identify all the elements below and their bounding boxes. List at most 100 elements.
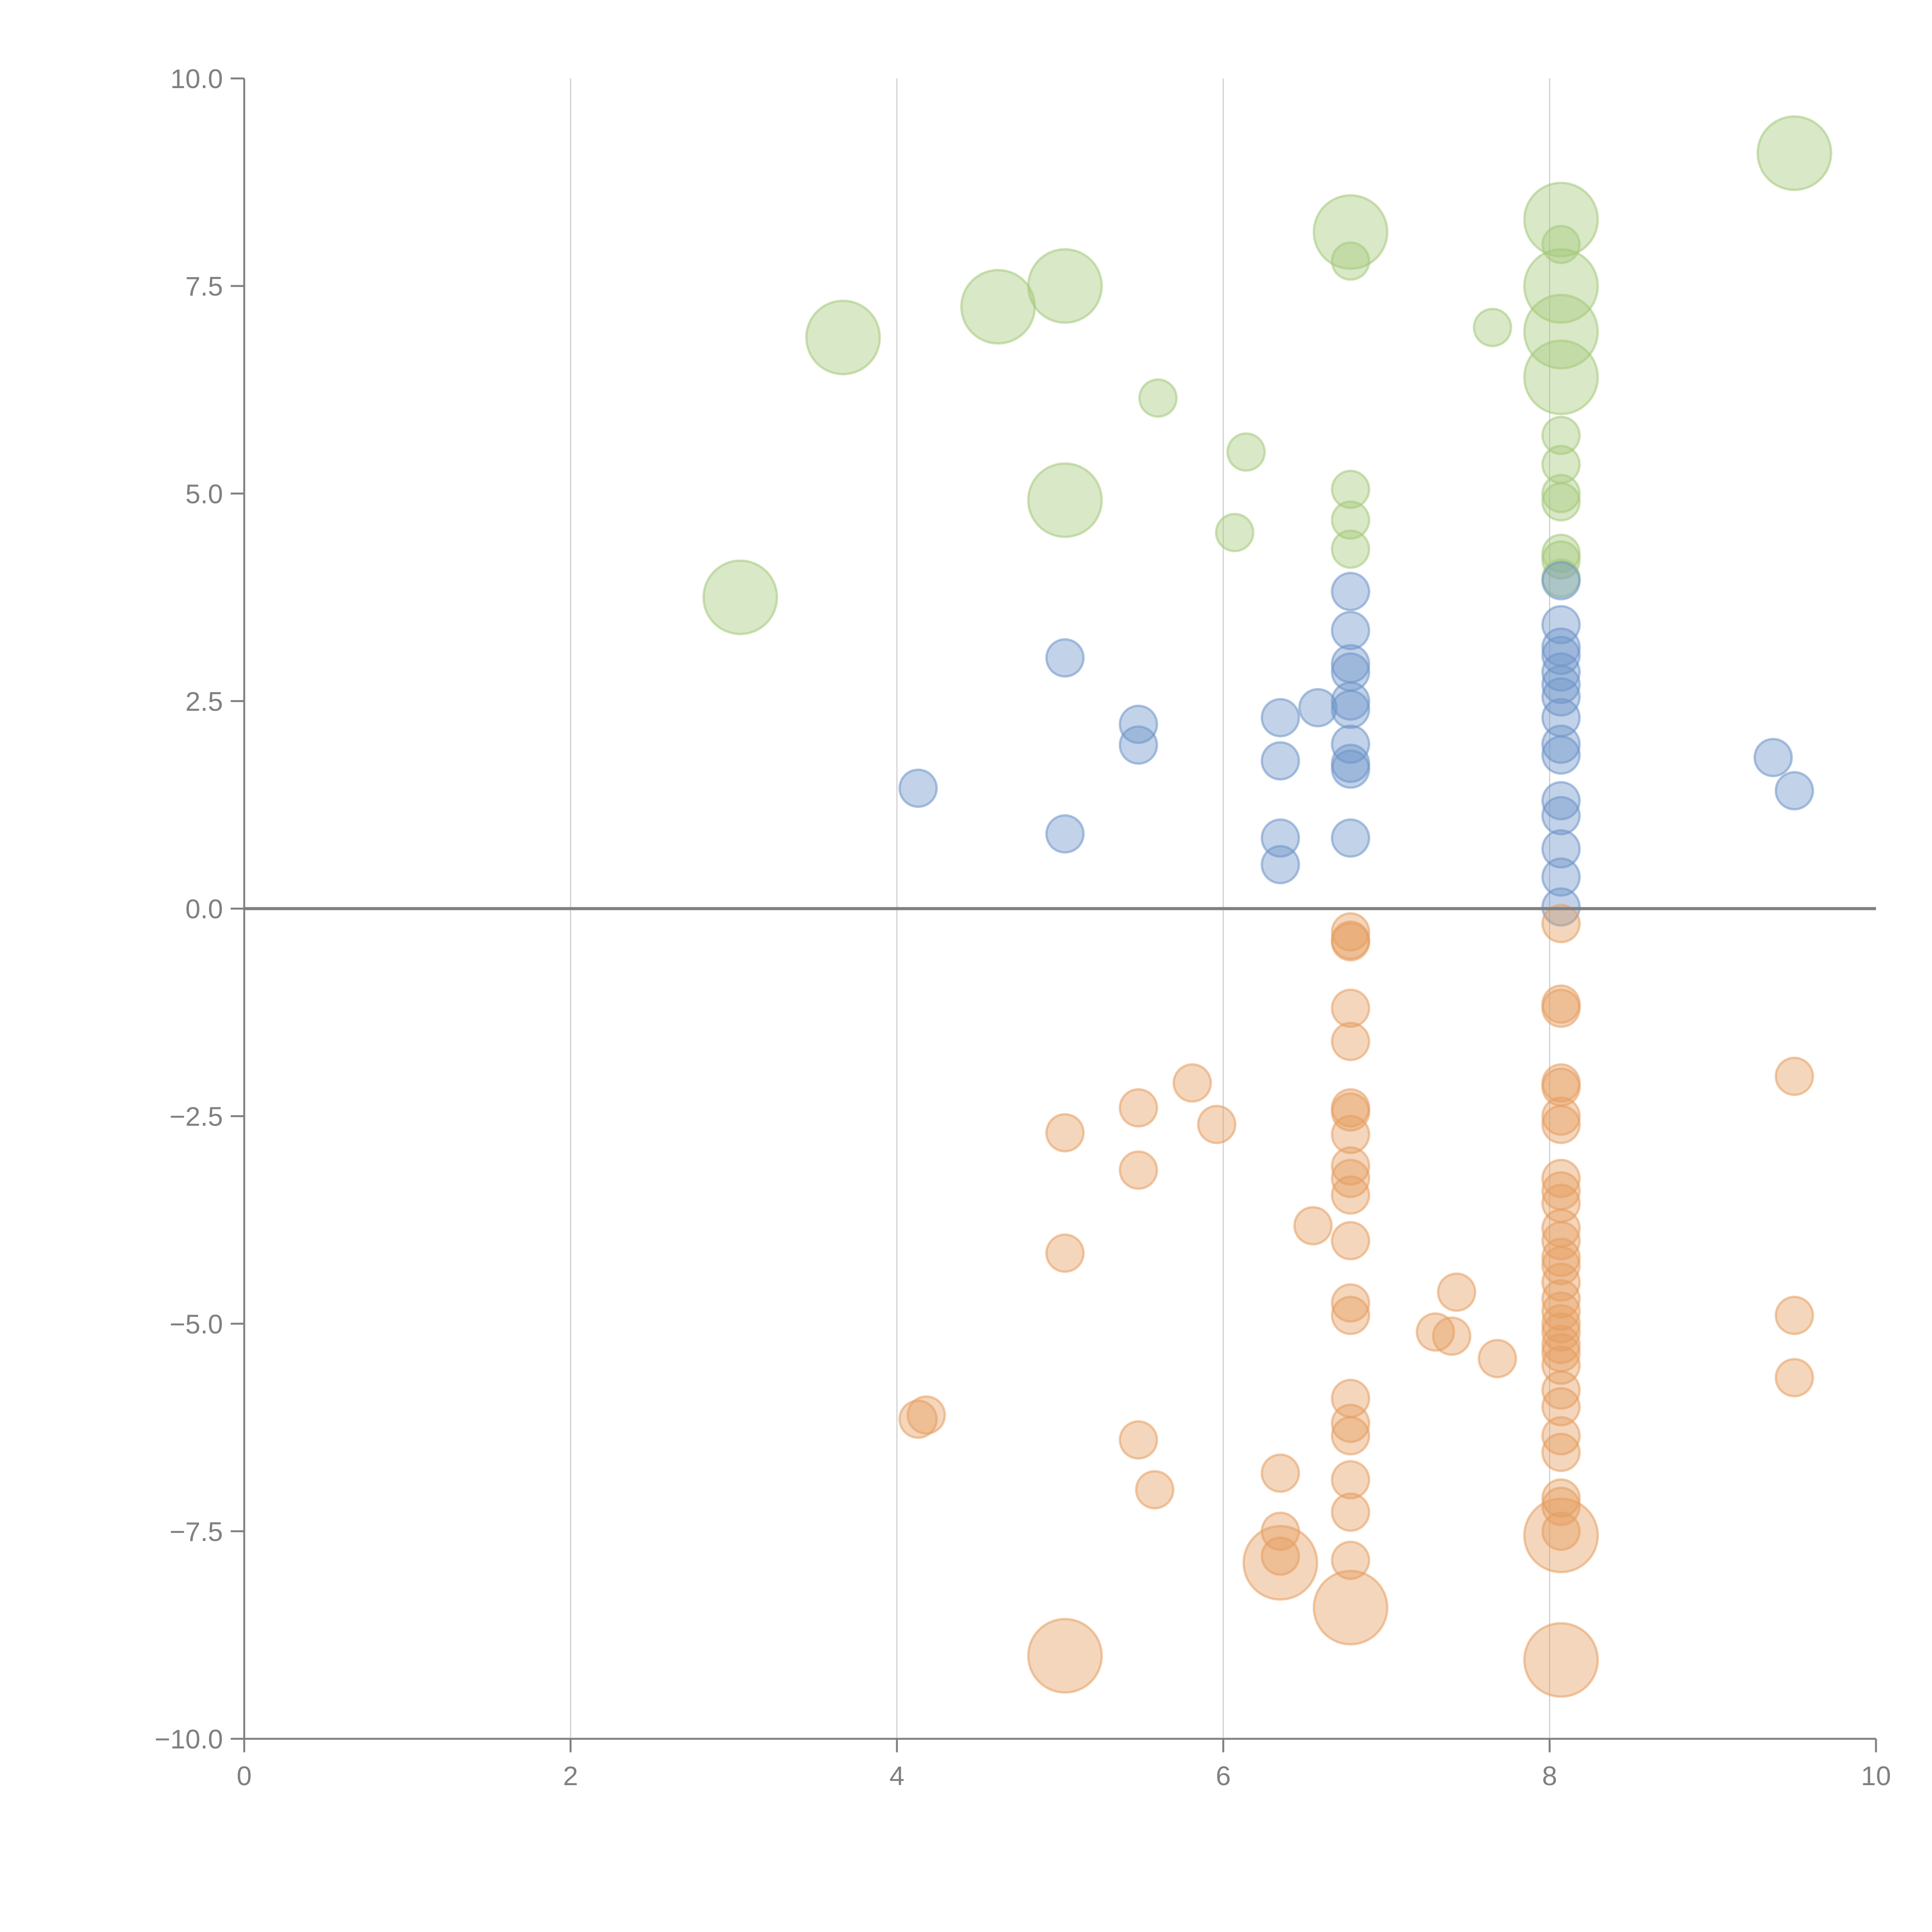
bubble-blue (1541, 724, 1581, 764)
bubble-orange (1541, 1096, 1581, 1136)
bubble-orange (1331, 1221, 1371, 1260)
bubble-orange (1331, 1092, 1371, 1132)
bubble-green (1523, 248, 1599, 324)
bubble-green (1331, 529, 1371, 569)
bubble-orange (1541, 1291, 1581, 1331)
bubble-orange (1027, 1618, 1103, 1694)
bubble-orange (1478, 1338, 1517, 1378)
bubble-blue (1331, 818, 1371, 858)
bubble-orange (906, 1395, 946, 1435)
bubble-orange (1541, 904, 1581, 944)
bubble-orange (1331, 1022, 1371, 1061)
bubble-blue (1541, 781, 1581, 821)
bubble-blue (1541, 561, 1581, 600)
x-tick-label: 2 (563, 1761, 578, 1791)
bubble-blue (1541, 887, 1581, 927)
bubble-orange (1523, 1497, 1599, 1573)
bubble-orange (1523, 1622, 1599, 1698)
y-tick-label: 10.0 (170, 64, 223, 94)
bubble-orange (1331, 1460, 1371, 1500)
bubble-green (1541, 474, 1581, 514)
bubble-orange (1331, 1114, 1371, 1154)
bubble-green (805, 299, 881, 376)
bubble-green (1331, 241, 1371, 281)
bubble-blue (1045, 638, 1085, 678)
bubble-orange (1774, 1056, 1814, 1096)
bubble-green (1541, 224, 1581, 264)
bubble-green (1226, 432, 1266, 472)
bubble-orange (1331, 1492, 1371, 1532)
bubble-blue (1260, 741, 1300, 781)
bubble-blue (1541, 857, 1581, 897)
bubble-green (1541, 482, 1581, 522)
bubble-blue (1774, 771, 1814, 811)
bubble-orange (1331, 922, 1371, 962)
bubble-orange (1437, 1272, 1476, 1312)
bubble-orange (1119, 1420, 1158, 1460)
bubble-orange (1331, 912, 1371, 952)
x-tick-label: 0 (237, 1761, 252, 1791)
y-tick-label: −7.5 (170, 1517, 223, 1547)
bubble-orange (1331, 1403, 1371, 1443)
bubble-blue (1331, 689, 1371, 729)
bubble-orange (1541, 1370, 1581, 1410)
bubble-orange (1541, 1416, 1581, 1456)
bubble-green (1473, 308, 1512, 347)
bubble-green (1027, 248, 1103, 324)
bubble-orange (1432, 1316, 1472, 1356)
bubble-orange (1541, 1511, 1581, 1551)
bubble-blue (1753, 738, 1793, 777)
y-tick-label: −2.5 (170, 1102, 223, 1132)
bubble-blue (1331, 571, 1371, 611)
y-tick-label: 5.0 (185, 479, 223, 509)
bubble-orange (1541, 988, 1581, 1028)
bubble-green (1215, 513, 1255, 553)
bubble-blue (1331, 611, 1371, 650)
y-tick-label: −5.0 (170, 1309, 223, 1339)
bubble-blue (1119, 704, 1158, 744)
bubble-blue (1541, 829, 1581, 869)
bubble-orange (1774, 1358, 1814, 1398)
bubble-orange (1541, 1304, 1581, 1344)
bubble-orange (1541, 1312, 1581, 1352)
bubble-orange (1331, 1158, 1371, 1198)
bubble-orange (1331, 1146, 1371, 1186)
bubble-orange (1774, 1296, 1814, 1335)
bubble-green (1027, 462, 1103, 538)
bubble-orange (1172, 1063, 1212, 1103)
x-tick-label: 6 (1216, 1761, 1231, 1791)
x-tick-label: 4 (889, 1761, 905, 1791)
bubble-green (1331, 469, 1371, 509)
y-tick-label: 0.0 (185, 894, 223, 924)
bubble-orange (1541, 1432, 1581, 1472)
bubble-orange (1293, 1206, 1333, 1246)
bubble-orange (1313, 1570, 1389, 1646)
bubble-blue (1260, 845, 1300, 884)
bubble-orange (1331, 1296, 1371, 1335)
bubble-orange (1242, 1525, 1318, 1601)
bubble-orange (1541, 1246, 1581, 1286)
bubble-orange (1331, 988, 1371, 1028)
bubbles (702, 115, 1832, 1698)
bubble-orange (1135, 1470, 1175, 1510)
bubble-blue (1331, 681, 1371, 721)
bubble-green (1756, 115, 1832, 191)
bubble-orange (1541, 1105, 1581, 1145)
bubble-orange (1260, 1453, 1300, 1493)
bubble-blue (1298, 688, 1338, 728)
bubble-orange (1415, 1312, 1455, 1352)
bubble-orange (1541, 1387, 1581, 1427)
bubble-orange (1331, 1416, 1371, 1456)
y-tick-label: −10.0 (155, 1724, 223, 1754)
bubble-blue (1260, 698, 1300, 738)
bubble-orange (1541, 1262, 1581, 1302)
bubble-green (702, 559, 778, 635)
bubble-green (1523, 339, 1599, 415)
bubble-orange (1045, 1233, 1085, 1273)
bubble-blue (1331, 749, 1371, 789)
bubble-green (1313, 194, 1389, 270)
bubble-orange (1197, 1105, 1236, 1145)
bubble-orange (1119, 1088, 1158, 1128)
bubble-green (1541, 415, 1581, 455)
